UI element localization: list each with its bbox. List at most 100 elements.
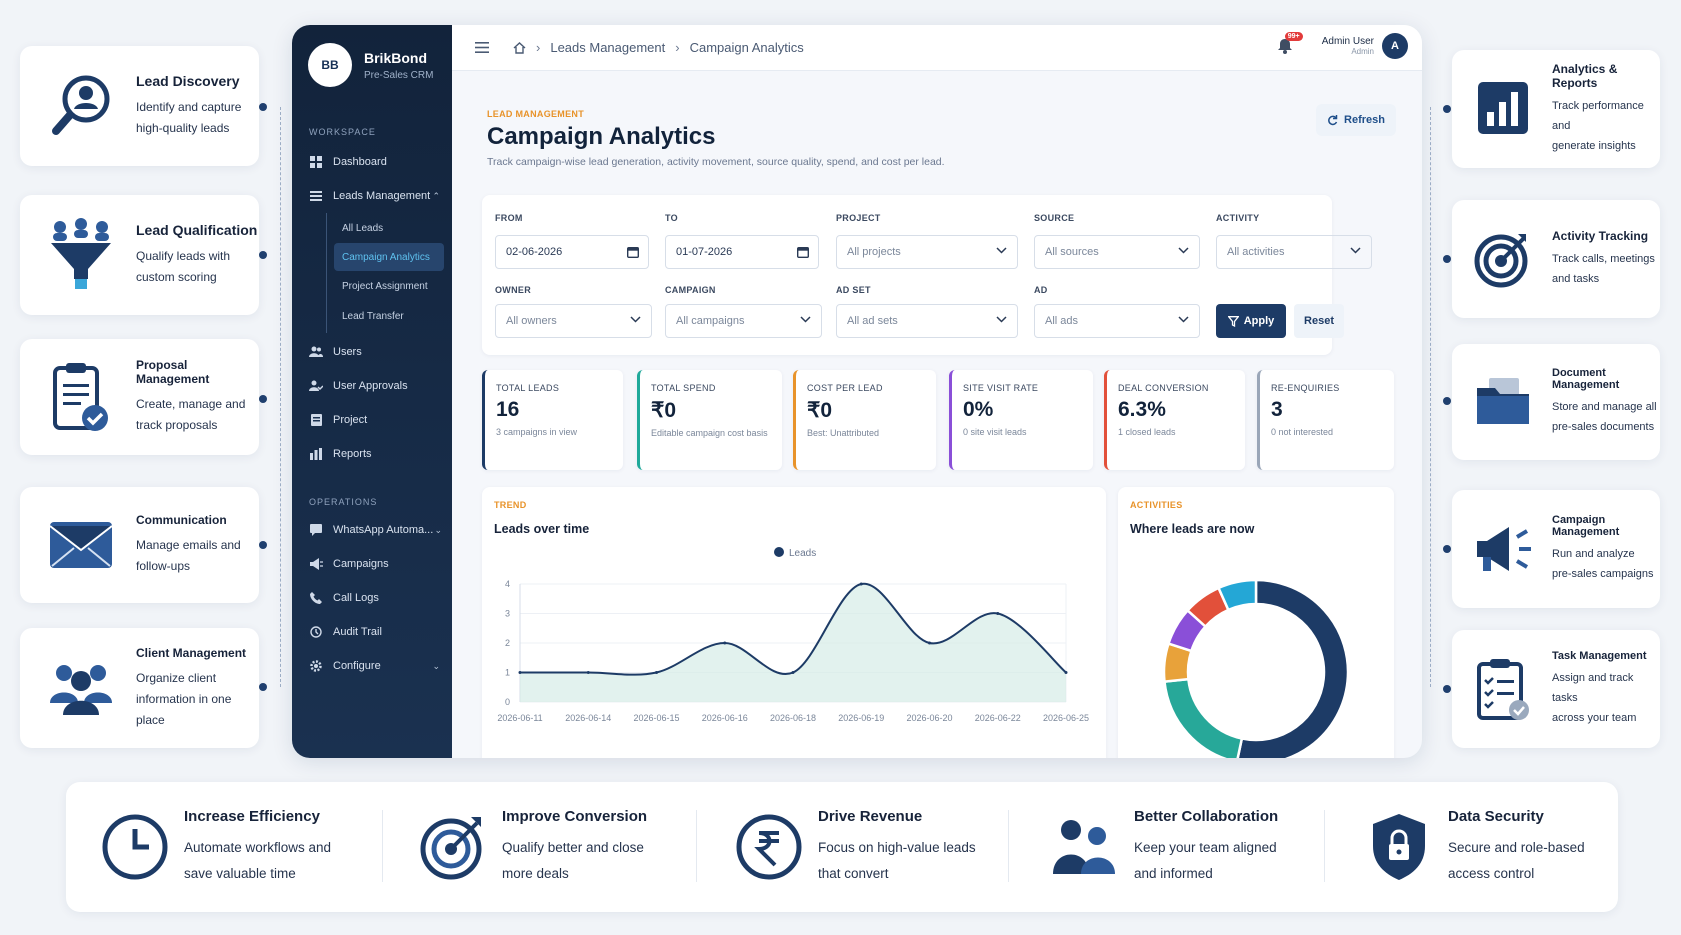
data-point bbox=[655, 671, 658, 674]
trend-panel: TREND Leads over time Leads 0 1 2 3 4 2026-06-… bbox=[482, 487, 1106, 758]
divider bbox=[696, 810, 697, 882]
sidebar-item-whatsapp[interactable]: WhatsApp Automa... ⌄ bbox=[292, 513, 452, 547]
sidebar-item-dashboard[interactable]: Dashboard bbox=[292, 145, 452, 179]
refresh-button[interactable]: Refresh bbox=[1316, 104, 1396, 136]
adset-select-value: All ad sets bbox=[847, 315, 898, 327]
user-area: 99+ Admin User Admin A bbox=[1277, 32, 1408, 59]
kpi-label: COST PER LEAD bbox=[807, 383, 883, 393]
connector-dot bbox=[259, 103, 267, 111]
campaign-select[interactable]: All campaigns bbox=[665, 304, 822, 338]
sidebar-item-campaigns[interactable]: Campaigns bbox=[292, 547, 452, 581]
feature-title: Activity Tracking bbox=[1552, 229, 1649, 243]
shield-lock-icon bbox=[1362, 812, 1436, 882]
chevron-down-icon bbox=[1178, 316, 1189, 323]
notification-bell[interactable]: 99+ bbox=[1277, 32, 1303, 54]
data-point bbox=[586, 671, 590, 674]
kpi-card-total-leads: TOTAL LEADS 16 3 campaigns in view bbox=[482, 370, 623, 470]
sidebar-item-audit-trail[interactable]: Audit Trail bbox=[292, 615, 452, 649]
ad-select[interactable]: All ads bbox=[1034, 304, 1200, 338]
x-tick-label: 2026-06-19 bbox=[838, 713, 884, 723]
feature-card-client-management: Client Management Organize client informa… bbox=[20, 628, 259, 748]
benefit-desc: and informed bbox=[1134, 865, 1213, 881]
benefit-improve-conversion: Improve Conversion Qualify better and clo… bbox=[416, 782, 647, 912]
apply-button[interactable]: Apply bbox=[1216, 304, 1286, 338]
filter-icon bbox=[1227, 315, 1239, 327]
chevron-down-icon: ⌄ bbox=[432, 660, 440, 671]
kpi-sub: 1 closed leads bbox=[1118, 427, 1176, 437]
funnel-icon bbox=[42, 217, 120, 293]
feature-title: Analytics & Reports bbox=[1552, 62, 1618, 90]
brand[interactable]: BB BrikBond Pre-Sales CRM bbox=[292, 25, 452, 87]
kpi-sub: Editable campaign cost basis bbox=[651, 428, 768, 438]
feature-card-communication: Communication Manage emails and follow-up… bbox=[20, 487, 259, 603]
sidebar-item-campaign-analytics[interactable]: Campaign Analytics bbox=[334, 243, 444, 271]
megaphone-icon bbox=[1464, 521, 1542, 577]
sidebar-item-users[interactable]: Users bbox=[292, 335, 452, 369]
filter-label: PROJECT bbox=[836, 213, 881, 223]
chevron-down-icon: ⌄ bbox=[434, 524, 442, 535]
sidebar-item-lead-transfer[interactable]: Lead Transfer bbox=[292, 301, 452, 331]
sidebar-item-reports[interactable]: Reports bbox=[292, 437, 452, 471]
feature-card-activity-tracking: Activity Tracking Track calls, meetings a… bbox=[1452, 200, 1660, 318]
hamburger-menu-icon[interactable] bbox=[475, 42, 489, 53]
benefit-desc: Keep your team aligned bbox=[1134, 839, 1277, 855]
from-date-input[interactable]: 02-06-2026 bbox=[495, 235, 649, 269]
benefit-better-collaboration: Better Collaboration Keep your team align… bbox=[1048, 782, 1278, 912]
benefit-title: Increase Efficiency bbox=[184, 807, 320, 825]
divider bbox=[1008, 810, 1009, 882]
sidebar-item-configure[interactable]: Configure ⌄ bbox=[292, 649, 452, 683]
activities-panel: ACTIVITIES Where leads are now bbox=[1118, 487, 1394, 758]
series-line bbox=[520, 582, 1067, 676]
adset-select[interactable]: All ad sets bbox=[836, 304, 1018, 338]
sidebar-item-label: Project bbox=[333, 414, 368, 426]
leads-over-time-chart: Leads 0 1 2 3 4 2026-06-11 2026-06-14 2026-06-15… bbox=[497, 547, 1089, 723]
feature-desc: Create, manage and bbox=[136, 397, 246, 411]
grid-icon bbox=[309, 155, 323, 169]
clipboard-check-icon bbox=[42, 360, 120, 434]
home-icon[interactable] bbox=[513, 41, 526, 54]
kpi-label: RE-ENQUIRIES bbox=[1271, 383, 1340, 393]
feature-card-campaign-management: Campaign Management Run and analyze pre-s… bbox=[1452, 490, 1660, 608]
kpi-sub: 0 site visit leads bbox=[963, 427, 1027, 437]
y-tick-label: 4 bbox=[505, 579, 510, 589]
sidebar-item-label: Project Assignment bbox=[342, 280, 428, 292]
kpi-label: TOTAL LEADS bbox=[496, 383, 560, 393]
chevron-down-icon bbox=[996, 247, 1007, 254]
to-date-input[interactable]: 01-07-2026 bbox=[665, 235, 819, 269]
section-label-workspace: WORKSPACE bbox=[309, 127, 376, 137]
project-select[interactable]: All projects bbox=[836, 235, 1018, 269]
sidebar-item-user-approvals[interactable]: User Approvals bbox=[292, 369, 452, 403]
sidebar-item-project-assignment[interactable]: Project Assignment bbox=[292, 271, 452, 301]
sidebar-item-all-leads[interactable]: All Leads bbox=[292, 213, 452, 243]
sidebar-item-call-logs[interactable]: Call Logs bbox=[292, 581, 452, 615]
panel-title: Where leads are now bbox=[1130, 522, 1255, 536]
chevron-up-icon: ⌃ bbox=[432, 190, 440, 201]
feature-title: Client Management bbox=[136, 645, 247, 660]
feature-title: Campaign Management bbox=[1552, 514, 1620, 538]
feature-title: Lead Qualification bbox=[136, 222, 258, 238]
x-tick-label: 2026-06-25 bbox=[1043, 713, 1089, 723]
breadcrumb-current: Campaign Analytics bbox=[689, 40, 804, 55]
filter-label: ACTIVITY bbox=[1216, 213, 1260, 223]
breadcrumb-link[interactable]: Leads Management bbox=[550, 40, 666, 55]
connector-dot bbox=[1443, 105, 1451, 113]
y-tick-label: 2 bbox=[505, 638, 510, 648]
reset-button[interactable]: Reset bbox=[1294, 304, 1344, 338]
chat-icon bbox=[309, 523, 323, 537]
feature-card-document-management: Document Management Store and manage all… bbox=[1452, 344, 1660, 460]
feature-desc: Manage emails and bbox=[136, 538, 241, 552]
donut-slice bbox=[1163, 677, 1244, 758]
avatar[interactable]: A bbox=[1382, 33, 1408, 59]
source-select[interactable]: All sources bbox=[1034, 235, 1200, 269]
benefit-desc: access control bbox=[1448, 865, 1535, 881]
lead-search-icon bbox=[42, 73, 120, 139]
sidebar-item-leads-management[interactable]: Leads Management ⌃ bbox=[292, 179, 452, 213]
activity-select[interactable]: All activities bbox=[1216, 235, 1372, 269]
sidebar-item-label: Configure bbox=[333, 660, 381, 672]
owner-select[interactable]: All owners bbox=[495, 304, 652, 338]
sidebar-item-project[interactable]: Project bbox=[292, 403, 452, 437]
benefit-desc: more deals bbox=[502, 865, 569, 881]
y-tick-label: 0 bbox=[505, 697, 510, 707]
brand-subtitle: Pre-Sales CRM bbox=[364, 69, 434, 81]
feature-title: Document Management bbox=[1552, 367, 1620, 391]
